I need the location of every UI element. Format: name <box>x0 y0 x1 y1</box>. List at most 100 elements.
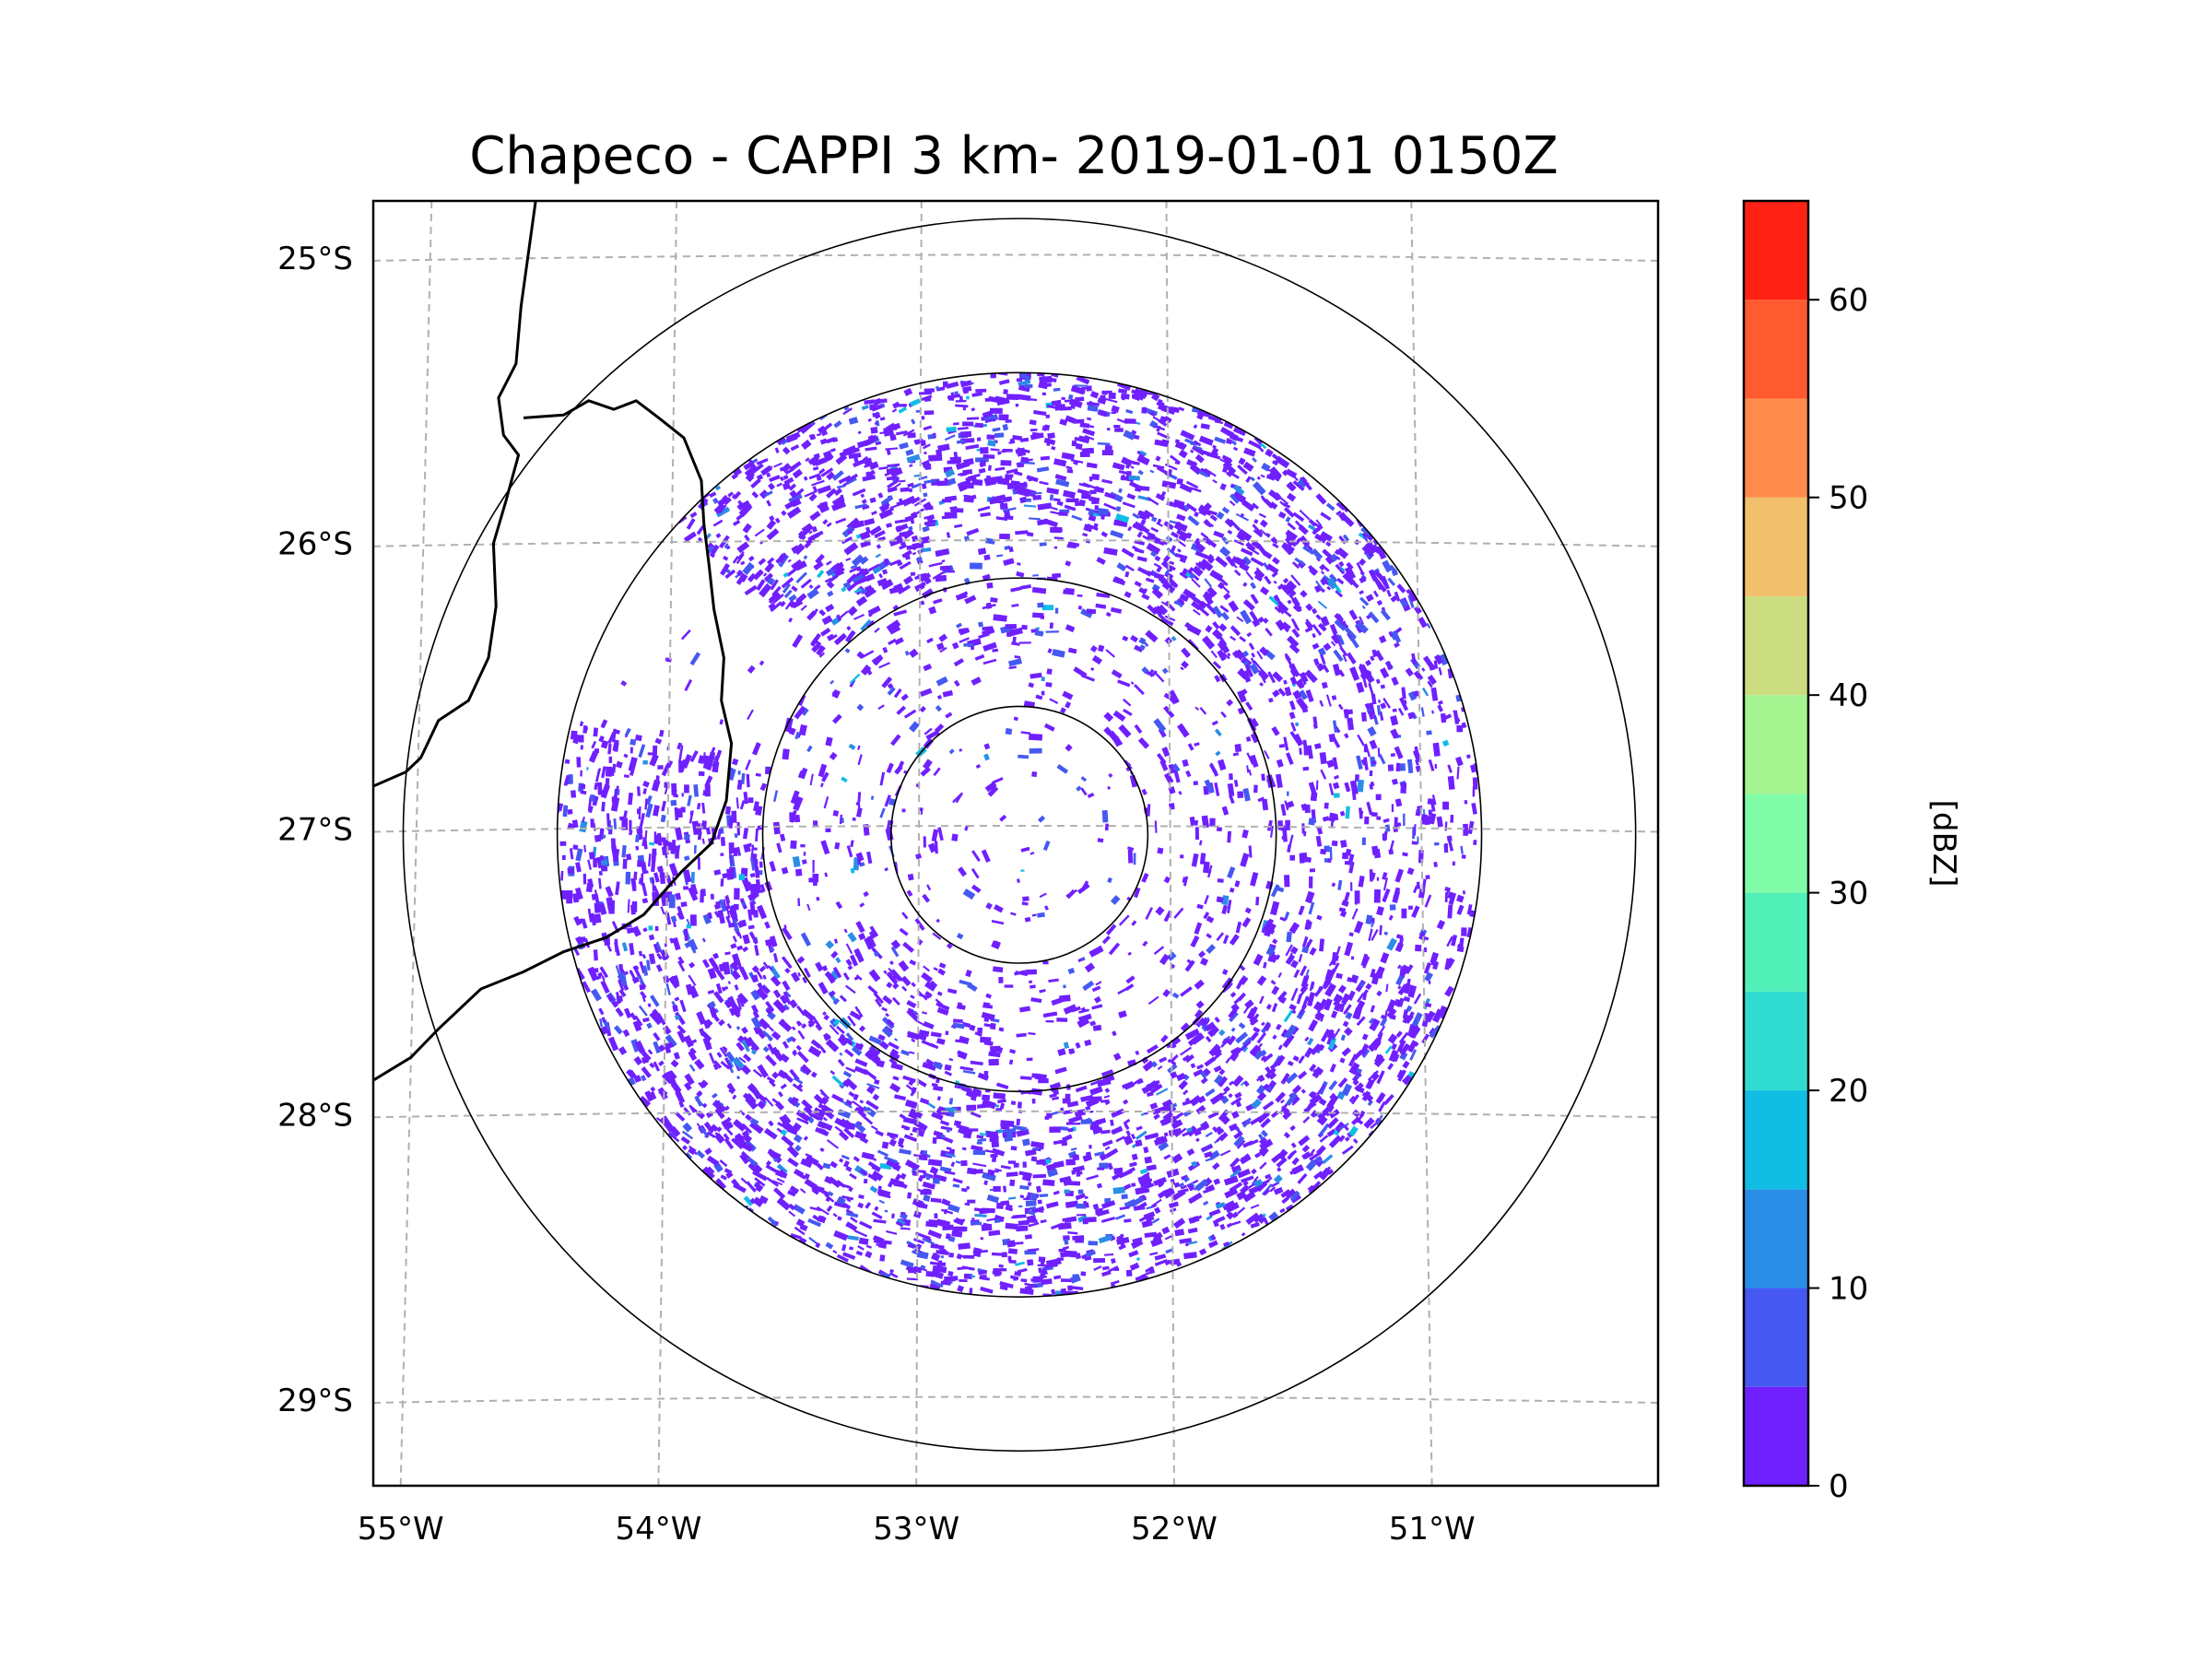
echo-cell <box>950 507 964 513</box>
echo-cell <box>1443 843 1449 853</box>
echo-cell <box>1395 762 1401 772</box>
echo-cell <box>1071 1170 1076 1175</box>
echo-cell <box>684 784 689 794</box>
echo-cell <box>920 440 926 447</box>
echo-cell <box>582 873 587 885</box>
echo-cell <box>799 767 808 780</box>
echo-cell <box>1462 890 1466 895</box>
echo-cell <box>1089 489 1097 495</box>
echo-cell <box>1093 1257 1106 1264</box>
echo-cell <box>758 1018 771 1030</box>
echo-cell <box>924 410 935 416</box>
echo-cell <box>672 975 680 985</box>
echo-cell <box>1163 876 1171 884</box>
echo-cell <box>1089 645 1098 653</box>
echo-cell <box>1463 823 1469 836</box>
echo-cell <box>580 770 582 777</box>
echo-cell <box>1206 933 1212 939</box>
echo-cell <box>759 582 772 598</box>
echo-cell <box>947 460 960 465</box>
echo-cell <box>1130 681 1135 685</box>
echo-cell <box>1018 641 1031 644</box>
echo-cell <box>704 784 711 797</box>
echo-cell <box>697 857 700 870</box>
echo-cell <box>1222 461 1237 475</box>
echo-cell <box>1232 426 1247 437</box>
echo-cell <box>1427 798 1434 806</box>
echo-cell <box>1077 605 1083 610</box>
echo-cell <box>1256 476 1261 480</box>
echo-cell <box>987 440 996 447</box>
echo-cell <box>1121 1194 1128 1200</box>
echo-cell <box>894 1038 899 1041</box>
echo-cell <box>593 949 598 961</box>
echo-cell <box>688 810 694 824</box>
echo-cell <box>688 974 697 986</box>
echo-cell <box>571 790 577 798</box>
echo-cell <box>740 869 746 874</box>
echo-cell <box>1342 653 1347 663</box>
echo-cell <box>998 414 1009 421</box>
echo-cell <box>1328 733 1336 743</box>
echo-cell <box>1170 454 1182 465</box>
echo-cell <box>1403 995 1411 1003</box>
echo-cell <box>653 805 660 817</box>
echo-cell <box>1016 1225 1029 1232</box>
echo-cell <box>932 1136 937 1144</box>
echo-cell <box>1057 1222 1072 1230</box>
echo-cell <box>796 1051 809 1064</box>
echo-cell <box>833 1201 846 1208</box>
echo-cell <box>982 1094 991 1101</box>
echo-cell <box>951 833 959 841</box>
echo-cell <box>918 1170 924 1173</box>
echo-cell <box>1124 1218 1132 1223</box>
echo-cell <box>1026 532 1034 537</box>
echo-cell <box>1075 442 1083 451</box>
echo-cell <box>1287 791 1289 796</box>
echo-cell <box>1137 495 1151 501</box>
echo-cell <box>750 989 760 1001</box>
echo-cell <box>1092 1024 1102 1031</box>
echo-cell <box>1007 1160 1017 1164</box>
echo-cell <box>651 859 656 873</box>
echo-cell <box>966 1104 977 1112</box>
echo-cell <box>999 534 1010 540</box>
echo-cell <box>1155 906 1165 916</box>
echo-cell <box>915 544 924 549</box>
echo-cell <box>920 1189 932 1195</box>
echo-cell <box>966 1185 970 1190</box>
echo-cell <box>787 1157 799 1168</box>
echo-cell <box>945 1030 949 1036</box>
echo-cell <box>605 778 610 789</box>
echo-cell <box>1045 681 1053 688</box>
echo-cell <box>1289 854 1296 861</box>
echo-cell <box>1000 460 1012 466</box>
echo-cell <box>1039 542 1047 547</box>
echo-cell <box>1005 727 1013 735</box>
echo-cell <box>788 999 798 1009</box>
echo-cell <box>749 1121 764 1135</box>
echo-cell <box>1052 572 1062 579</box>
echo-cell <box>1101 810 1109 823</box>
echo-cell <box>674 996 680 1002</box>
echo-cell <box>1112 1053 1122 1061</box>
echo-cell <box>975 388 987 393</box>
echo-cell <box>1041 392 1047 396</box>
echo-cell <box>1027 1259 1034 1266</box>
echo-cell <box>1004 984 1014 988</box>
echo-cell <box>1339 910 1347 918</box>
echo-cell <box>982 1004 994 1009</box>
echo-cell <box>1230 1164 1242 1174</box>
echo-cell <box>976 1135 984 1139</box>
echo-cell <box>1194 537 1202 546</box>
echo-cell <box>1249 663 1260 675</box>
echo-cell <box>937 1260 943 1266</box>
echo-cell <box>1253 784 1258 794</box>
echo-cell <box>1062 690 1074 700</box>
echo-cell <box>580 745 584 750</box>
echo-cell <box>1031 1099 1036 1104</box>
echo-cell <box>1333 814 1339 821</box>
echo-cell <box>737 771 741 775</box>
echo-cell <box>1030 984 1036 989</box>
echo-cell <box>631 900 638 912</box>
